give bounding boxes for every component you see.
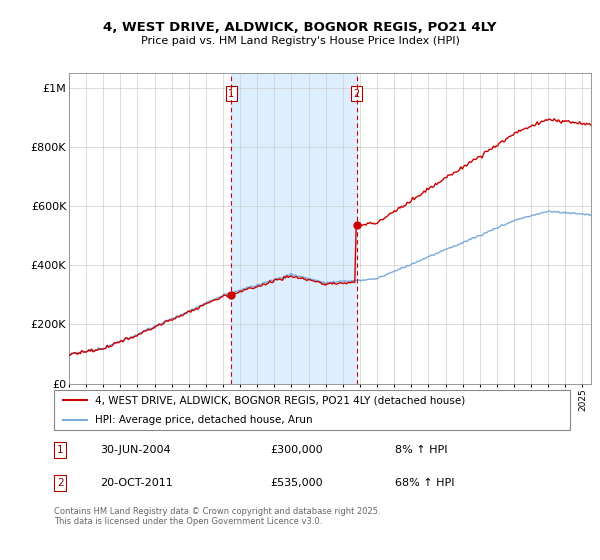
Text: 4, WEST DRIVE, ALDWICK, BOGNOR REGIS, PO21 4LY: 4, WEST DRIVE, ALDWICK, BOGNOR REGIS, PO…: [103, 21, 497, 34]
Text: 4, WEST DRIVE, ALDWICK, BOGNOR REGIS, PO21 4LY (detached house): 4, WEST DRIVE, ALDWICK, BOGNOR REGIS, PO…: [95, 395, 466, 405]
Text: 30-JUN-2004: 30-JUN-2004: [100, 445, 171, 455]
Text: 2: 2: [57, 478, 64, 488]
Text: Contains HM Land Registry data © Crown copyright and database right 2025.
This d: Contains HM Land Registry data © Crown c…: [54, 507, 380, 526]
Text: £535,000: £535,000: [271, 478, 323, 488]
Text: £300,000: £300,000: [271, 445, 323, 455]
Text: 1: 1: [229, 88, 235, 99]
Text: 20-OCT-2011: 20-OCT-2011: [100, 478, 173, 488]
Text: HPI: Average price, detached house, Arun: HPI: Average price, detached house, Arun: [95, 414, 313, 424]
Text: 1: 1: [57, 445, 64, 455]
Bar: [232, 73, 356, 384]
Text: 2: 2: [353, 88, 359, 99]
Text: Price paid vs. HM Land Registry's House Price Index (HPI): Price paid vs. HM Land Registry's House …: [140, 36, 460, 46]
Text: 8% ↑ HPI: 8% ↑ HPI: [395, 445, 447, 455]
Text: 68% ↑ HPI: 68% ↑ HPI: [395, 478, 454, 488]
